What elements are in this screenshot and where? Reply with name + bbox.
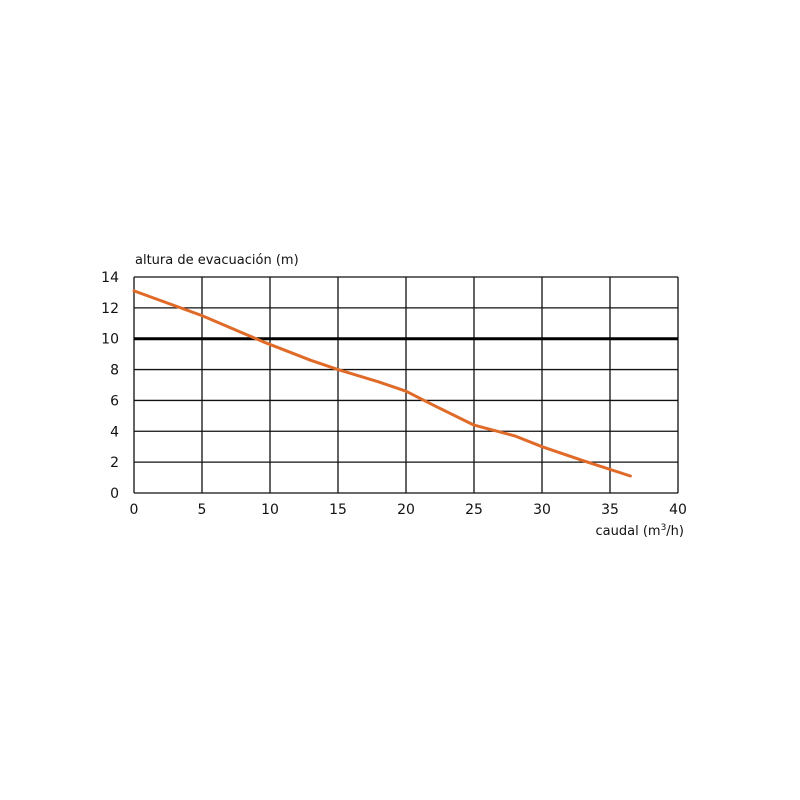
x-tick-label: 25 bbox=[465, 502, 483, 518]
x-tick-labels: 0 5 10 15 20 25 30 35 40 bbox=[130, 502, 687, 518]
series-layer bbox=[132, 289, 632, 478]
y-tick-label: 6 bbox=[110, 393, 119, 409]
x-tick-label: 30 bbox=[533, 502, 551, 518]
x-tick-label: 0 bbox=[130, 502, 139, 518]
x-tick-label: 35 bbox=[601, 502, 619, 518]
y-tick-label: 0 bbox=[110, 486, 119, 502]
x-axis-title: caudal (m3/h) bbox=[596, 523, 685, 539]
x-tick-label: 10 bbox=[261, 502, 279, 518]
series-line bbox=[132, 289, 632, 478]
y-tick-label: 10 bbox=[101, 332, 119, 348]
x-tick-label: 5 bbox=[198, 502, 207, 518]
y-tick-labels: 0 2 4 6 8 10 12 14 bbox=[101, 270, 119, 502]
y-tick-label: 12 bbox=[101, 301, 119, 317]
y-tick-label: 2 bbox=[110, 455, 119, 471]
y-axis-title: altura de evacuación (m) bbox=[135, 253, 299, 268]
y-tick-label: 14 bbox=[101, 270, 119, 286]
y-tick-label: 8 bbox=[110, 363, 119, 379]
x-tick-label: 40 bbox=[669, 502, 687, 518]
x-tick-label: 15 bbox=[329, 502, 347, 518]
y-tick-label: 4 bbox=[110, 424, 119, 440]
grid bbox=[133, 276, 679, 494]
x-tick-label: 20 bbox=[397, 502, 415, 518]
